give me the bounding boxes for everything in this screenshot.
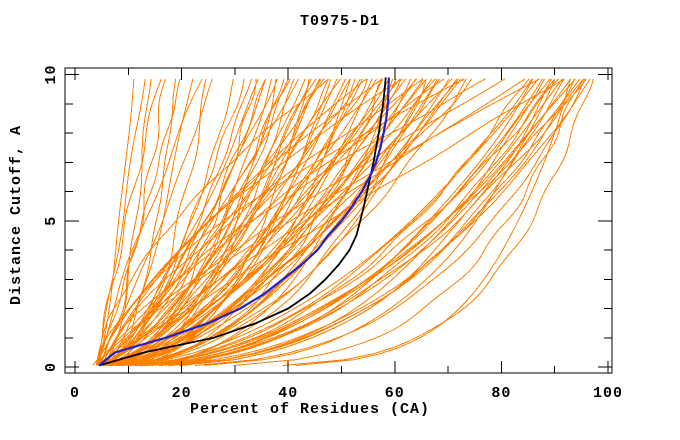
- y-axis-label: Distance Cutoff, A: [8, 124, 25, 306]
- chart-title: T0975-D1: [299, 13, 380, 30]
- x-axis-label: Percent of Residues (CA): [189, 401, 431, 418]
- y-tick-label: 5: [43, 216, 60, 226]
- x-tick-label: 20: [172, 385, 192, 402]
- x-tick-label: 60: [385, 385, 405, 402]
- y-tick-label: 0: [43, 362, 60, 372]
- y-tick-label: 10: [43, 64, 60, 84]
- x-tick-label: 80: [491, 385, 511, 402]
- x-tick-label: 0: [70, 385, 80, 402]
- x-tick-label: 100: [593, 385, 623, 402]
- x-tick-label: 40: [278, 385, 298, 402]
